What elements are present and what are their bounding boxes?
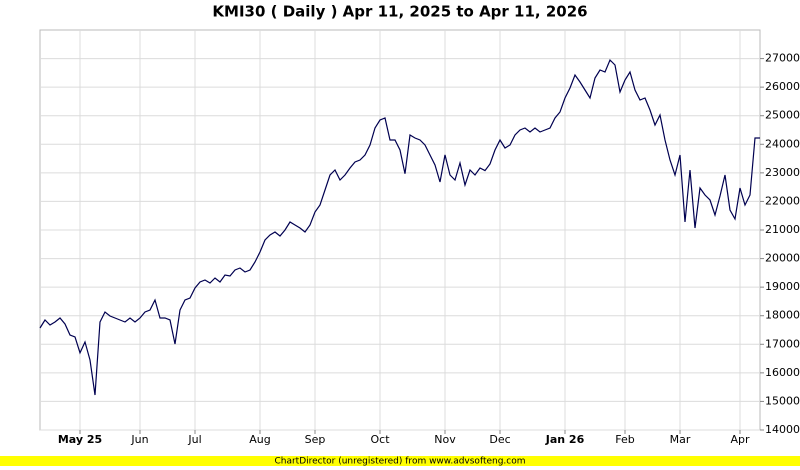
x-tick-label: Aug [249, 433, 270, 446]
y-tick-label: 260000 [765, 80, 800, 93]
y-tick-label: 150000 [765, 394, 800, 407]
x-tick-label: Jul [187, 433, 201, 446]
y-tick-label: 240000 [765, 137, 800, 150]
y-tick-label: 160000 [765, 366, 800, 379]
y-tick-label: 190000 [765, 280, 800, 293]
y-tick-label: 200000 [765, 252, 800, 265]
x-tick-label: Dec [489, 433, 510, 446]
line [39, 58, 760, 396]
x-tick-label: Oct [370, 433, 390, 446]
y-tick-label: 140000 [765, 423, 800, 436]
y-tick-label: 210000 [765, 223, 800, 236]
x-tick-label: Feb [615, 433, 634, 446]
x-tick-label: Jan 26 [545, 433, 585, 446]
y-tick-label: 250000 [765, 109, 800, 122]
x-tick-label: Apr [730, 433, 750, 446]
x-tick-label: Sep [305, 433, 326, 446]
chart-title: KMI30 ( Daily ) Apr 11, 2025 to Apr 11, … [212, 3, 587, 21]
footer-bar [0, 456, 800, 466]
x-tick-label: Jun [130, 433, 148, 446]
y-tick-label: 270000 [765, 52, 800, 65]
y-tick-label: 230000 [765, 166, 800, 179]
y-tick-label: 220000 [765, 194, 800, 207]
x-tick-label: May 25 [58, 433, 102, 446]
y-tick-label: 170000 [765, 337, 800, 350]
x-tick-label: Nov [434, 433, 456, 446]
x-tick-label: Mar [670, 433, 691, 446]
y-tick-label: 180000 [765, 309, 800, 322]
footer: ChartDirector (unregistered) from www.ad… [274, 457, 525, 467]
